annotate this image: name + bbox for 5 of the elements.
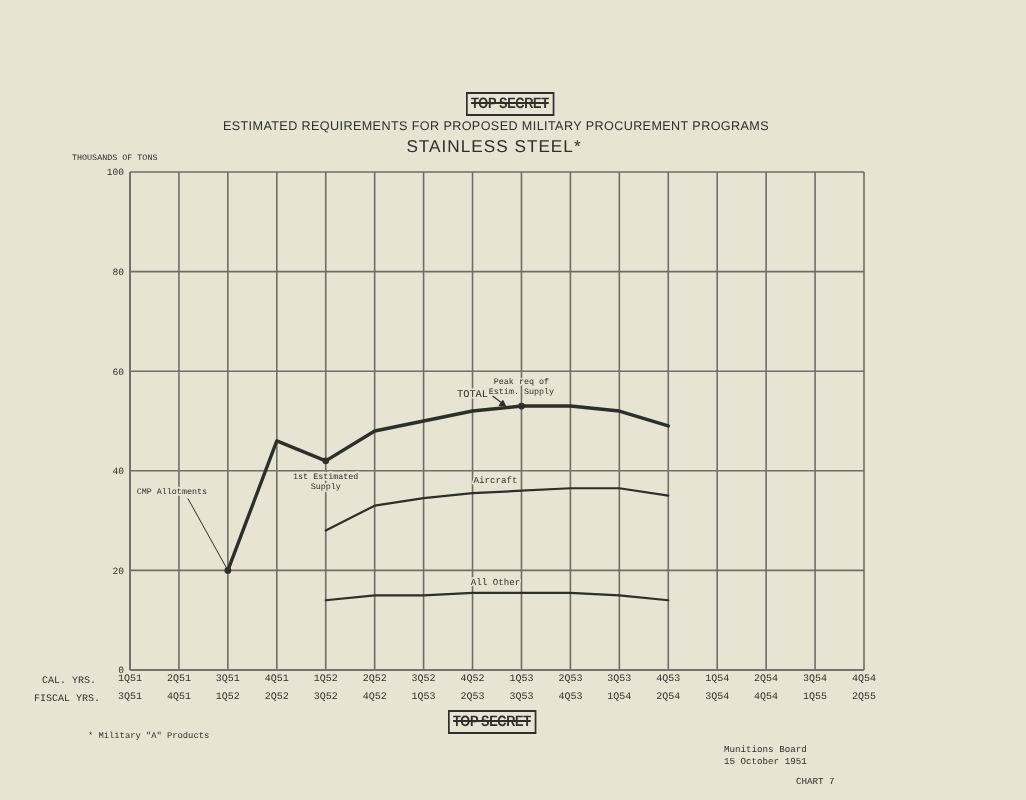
chart-subtitle: STAINLESS STEEL* — [404, 135, 584, 155]
line-series — [324, 487, 670, 532]
point — [518, 402, 525, 410]
point — [224, 567, 232, 574]
point — [322, 457, 330, 465]
